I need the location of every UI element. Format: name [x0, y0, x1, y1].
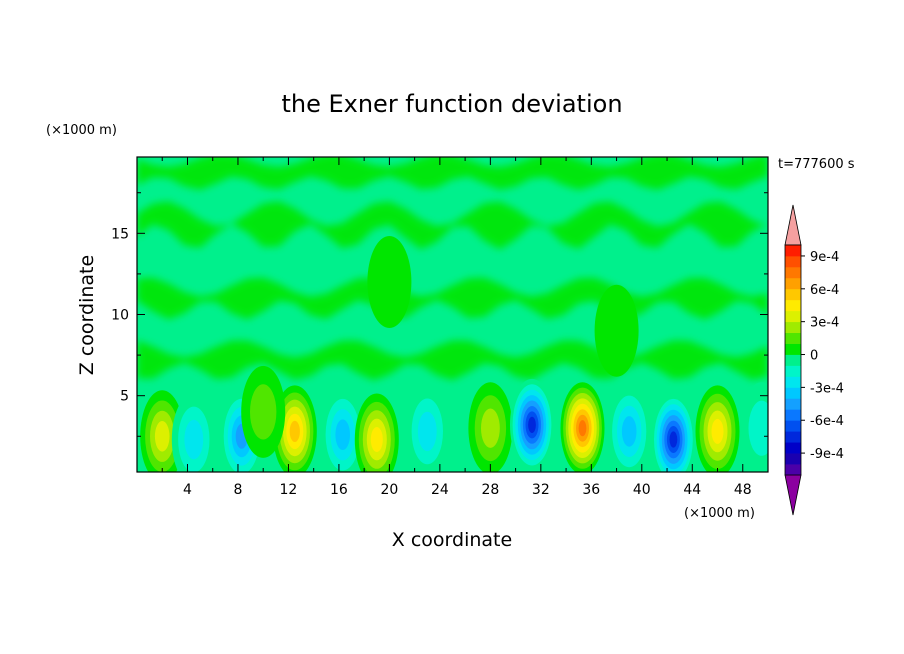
x-tick-label: 8 — [233, 482, 242, 498]
colorbar-segment — [785, 354, 801, 366]
time-label: t=777600 s — [778, 157, 855, 172]
contour-feature — [560, 382, 605, 472]
colorbar-segment — [785, 409, 801, 421]
x-tick-label: 44 — [683, 482, 701, 498]
colorbar-segment — [785, 453, 801, 465]
x-tick-label: 12 — [280, 482, 298, 498]
contour-level — [621, 416, 637, 447]
contour-plot-area — [136, 156, 769, 473]
colorbar-segment — [785, 299, 801, 312]
x-axis-label: X coordinate — [392, 529, 512, 551]
contour-feature — [594, 284, 639, 377]
contour-level — [184, 419, 204, 460]
x-tick-label: 24 — [431, 482, 449, 498]
contour-feature — [651, 393, 696, 472]
contour-feature — [405, 385, 450, 472]
colorbar-tick-label: 3e-4 — [810, 316, 839, 331]
contour-feature — [354, 393, 399, 472]
contour-level — [669, 431, 678, 448]
colorbar-segment — [785, 343, 801, 355]
x-unit-label: (×1000 m) — [684, 506, 755, 521]
contour-feature — [739, 382, 768, 472]
contour-level — [335, 419, 351, 451]
colorbar-tick-label: 9e-4 — [810, 250, 839, 265]
contour-feature — [320, 388, 365, 472]
contour-level — [578, 420, 587, 437]
contour-feature — [171, 393, 216, 472]
y-tick-label: 10 — [111, 308, 129, 324]
contour-band — [137, 157, 768, 190]
contour-band — [137, 201, 768, 250]
x-tick-label: 16 — [330, 482, 348, 498]
y-axis-ticks: 5 10 15 — [111, 192, 768, 437]
colorbar-segment — [785, 365, 801, 377]
colorbar-tick-label: 0 — [810, 349, 818, 364]
contour-feature — [468, 382, 513, 472]
contour-level — [528, 416, 536, 433]
x-tick-label: 48 — [734, 482, 752, 498]
x-tick-label: 40 — [633, 482, 651, 498]
y-axis-label: Z coordinate — [76, 255, 98, 375]
colorbar-segment — [785, 266, 801, 279]
contour-level — [711, 418, 724, 444]
y-tick-label: 15 — [111, 226, 129, 242]
colorbar-segment — [785, 277, 801, 290]
x-axis-ticks: 4 8 12 16 20 24 28 32 36 40 44 48 — [161, 157, 752, 498]
colorbar-frame — [784, 244, 802, 476]
colorbar-segment — [785, 245, 801, 257]
colorbar-segment — [785, 398, 801, 410]
colorbar-segment — [785, 387, 801, 399]
colorbar-segment — [785, 442, 801, 454]
contour-level — [417, 411, 437, 452]
colorbar-tick-label: 6e-4 — [810, 283, 839, 298]
x-tick-label: 28 — [481, 482, 499, 498]
contour-features — [140, 236, 768, 472]
colorbar-high-arrow — [784, 204, 802, 246]
colorbar-segment — [785, 310, 801, 323]
colorbar-segment — [785, 332, 801, 344]
contour-feature — [367, 236, 412, 328]
x-tick-label: 36 — [582, 482, 600, 498]
contour-band — [137, 340, 768, 381]
colorbar-segment — [785, 321, 801, 334]
colorbar-tick-label: -3e-4 — [810, 381, 844, 396]
colorbar-tick-label: -9e-4 — [810, 447, 844, 462]
colorbar-low-arrow — [784, 474, 802, 516]
colorbar: -9e-4 -6e-4 -3e-4 0 3e-4 6e-4 9e-4 — [784, 204, 844, 516]
contour-level — [748, 400, 768, 456]
colorbar-segment — [785, 420, 801, 432]
contour-feature — [241, 365, 286, 458]
colorbar-segment — [785, 255, 801, 268]
colorbar-segment — [785, 376, 801, 388]
colorbar-segment — [785, 464, 801, 476]
contour-level — [481, 408, 500, 448]
contour-level — [594, 284, 639, 377]
chart-title: the Exner function deviation — [281, 90, 622, 118]
contour-level — [250, 384, 277, 440]
contour-feature — [695, 385, 740, 472]
contour-level — [154, 421, 170, 452]
colorbar-segment — [785, 431, 801, 443]
x-tick-label: 32 — [532, 482, 550, 498]
contour-level — [367, 236, 412, 328]
y-tick-label: 5 — [120, 389, 129, 405]
contour-level — [289, 420, 300, 442]
colorbar-segment — [785, 288, 801, 301]
x-tick-label: 20 — [380, 482, 398, 498]
contour-feature — [510, 378, 554, 471]
x-tick-label: 4 — [183, 482, 192, 498]
contour-level — [370, 427, 383, 452]
y-unit-label: (×1000 m) — [46, 123, 117, 138]
contour-feature — [607, 385, 652, 472]
colorbar-tick-label: -6e-4 — [810, 414, 844, 429]
